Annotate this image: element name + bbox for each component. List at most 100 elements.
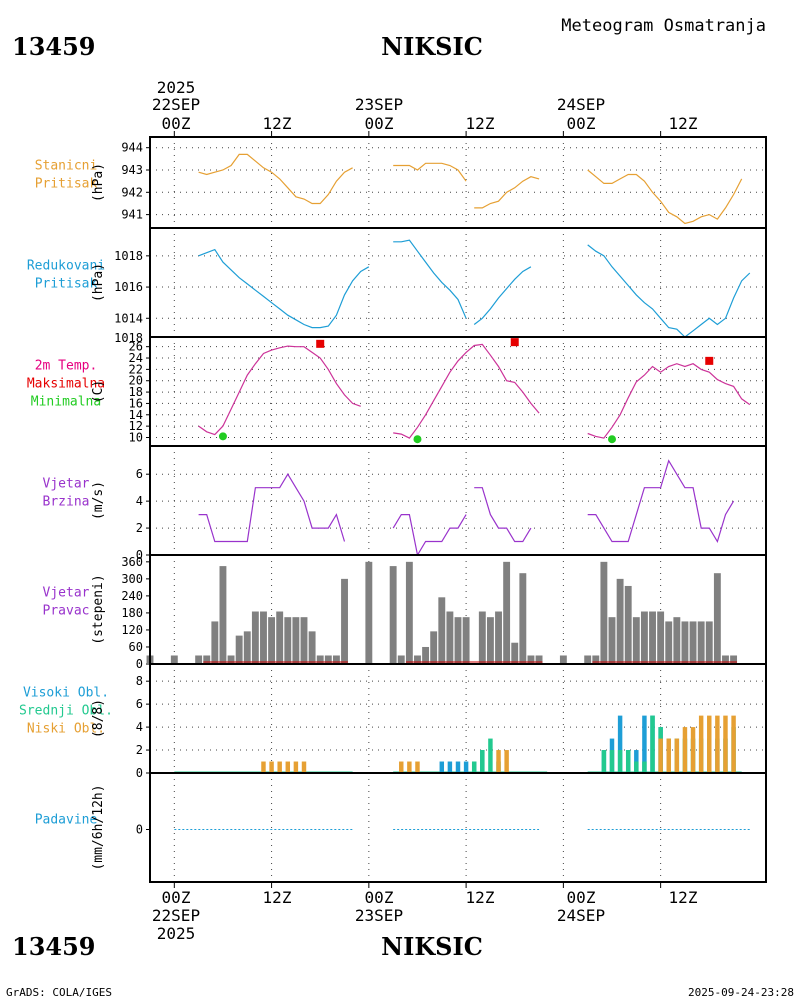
y-tick-label: 16 <box>129 396 143 410</box>
panel-title-line: Vjetar <box>43 586 90 601</box>
y-tick-label: 14 <box>129 408 143 422</box>
data-line <box>587 363 751 439</box>
y-tick-label: 4 <box>136 720 143 734</box>
direction-bar <box>389 566 397 664</box>
data-line <box>393 162 467 182</box>
direction-bar <box>405 561 413 664</box>
direction-bar <box>632 617 640 664</box>
y-tick-label: 1018 <box>114 249 143 263</box>
axis-top-00z-1: 00Z <box>162 114 191 133</box>
direction-bar <box>397 655 405 664</box>
direction-bar <box>203 655 211 664</box>
panel-title-line: Pravac <box>43 604 90 619</box>
y-tick-label: 10 <box>129 430 143 444</box>
cloud-mid-bar <box>617 750 623 773</box>
y-tick-label: 0 <box>136 823 143 837</box>
y-tick-label: 943 <box>121 163 143 177</box>
cloud-low-bar <box>666 738 671 773</box>
direction-bar <box>665 621 673 664</box>
cloud-low-bar <box>415 761 420 773</box>
direction-bar <box>446 611 454 664</box>
panel-background <box>150 773 766 882</box>
direction-bar <box>276 611 284 664</box>
tmin-marker <box>218 432 227 441</box>
direction-bar <box>640 611 648 664</box>
y-axis-label: (hPa) <box>91 163 106 202</box>
y-tick-label: 360 <box>121 555 143 569</box>
y-tick-label: 6 <box>136 697 143 711</box>
y-tick-label: 942 <box>121 185 143 199</box>
panel-background <box>150 664 766 773</box>
panel-title-line: Visoki Obl. <box>23 686 109 701</box>
data-line <box>198 248 370 329</box>
tmin-marker <box>608 435 616 444</box>
panel-2: 1014 1016 1018 1018 Redukovani Pritisak(hPa) <box>27 227 767 345</box>
axis-bottom-date-3: 24SEP <box>557 906 605 925</box>
axis-top-year: 2025 <box>157 78 196 97</box>
y-tick-label: 24 <box>129 351 143 365</box>
direction-bar <box>681 621 689 664</box>
axis-bottom-00z-3: 00Z <box>567 888 596 907</box>
direction-bar <box>332 655 340 664</box>
data-line <box>198 153 353 205</box>
y-tick-label: 20 <box>129 374 143 388</box>
cloud-mid-bar <box>642 761 647 773</box>
cloud-mid-bar <box>625 750 631 773</box>
data-line <box>198 473 346 543</box>
cloud-low-bar <box>690 727 696 773</box>
y-axis-label: (m/s) <box>91 481 106 520</box>
panel-title-line: Pritisak <box>35 277 98 292</box>
direction-bar <box>495 611 502 664</box>
y-tick-label: 18 <box>129 385 143 399</box>
data-line <box>393 239 467 319</box>
direction-bar <box>365 561 373 664</box>
axis-bottom-date-1: 22SEP <box>152 906 200 925</box>
data-line <box>392 513 467 557</box>
direction-bar <box>300 617 308 664</box>
panel-background <box>150 137 766 228</box>
cloud-low-bar <box>277 761 282 773</box>
direction-bar <box>260 611 267 664</box>
y-tick-label: 1018 <box>114 331 143 345</box>
panel-background <box>150 337 766 446</box>
cloud-mid-bar <box>480 750 485 773</box>
tmax-marker <box>510 338 519 347</box>
panel-title-line: Vjetar <box>43 477 90 492</box>
direction-bar <box>559 655 567 664</box>
y-tick-label: 1014 <box>114 311 143 325</box>
direction-bar <box>730 655 738 664</box>
y-tick-label: 240 <box>121 589 143 603</box>
axis-bottom-12z-2: 12Z <box>466 888 495 907</box>
direction-bar <box>705 621 713 664</box>
data-line <box>474 176 540 209</box>
cloud-high-bar <box>642 715 647 773</box>
data-line <box>474 487 532 543</box>
y-tick-label: 944 <box>121 141 143 155</box>
axis-bottom-date-2: 23SEP <box>355 906 403 925</box>
axis-bottom-12z-3: 12Z <box>669 888 698 907</box>
cloud-mid-bar <box>488 738 493 773</box>
data-line <box>473 266 532 325</box>
panel-4: 0 2 4 6 Vjetar Brzina (m/s) <box>43 445 767 562</box>
panel-title-line: Stanicni <box>35 159 98 174</box>
direction-bar <box>430 631 438 664</box>
station-id-bottom: 13459 <box>12 932 96 961</box>
axis-top-12z-1: 12Z <box>263 114 292 133</box>
station-name-top: NIKSIC <box>381 32 483 61</box>
direction-bar <box>219 566 227 664</box>
y-tick-label: 120 <box>121 623 143 637</box>
tmax-marker <box>705 356 714 365</box>
panel-title-line: 2m Temp. <box>35 359 98 374</box>
direction-bar <box>251 611 259 664</box>
tmin-marker <box>413 435 422 444</box>
cloud-mid-bar <box>471 761 477 773</box>
y-axis-label: (8/8) <box>91 699 106 738</box>
cloud-low-bar <box>674 738 680 773</box>
direction-bar <box>478 611 486 664</box>
panel-1: 941 942 943 944 Stanicni Pritisak(hPa) <box>35 136 767 229</box>
cloud-mid-bar <box>650 715 655 773</box>
direction-bar <box>608 617 616 664</box>
direction-bar <box>284 617 292 664</box>
direction-bar <box>527 655 535 664</box>
y-axis-label: (hPa) <box>91 263 106 302</box>
